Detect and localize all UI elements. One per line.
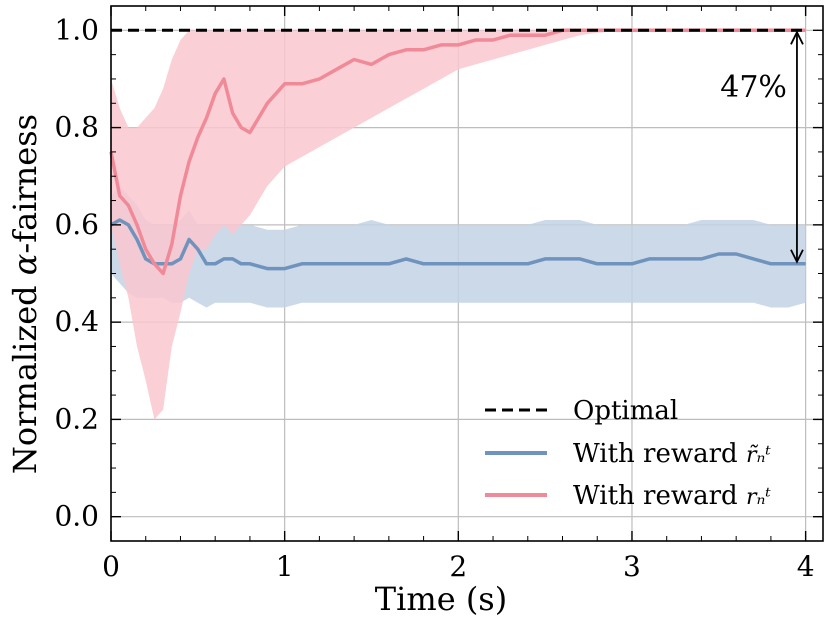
series-line-2 [109, 28, 806, 276]
y-tick-label: 0.6 [54, 208, 99, 241]
gap-annotation: 47% [720, 30, 804, 264]
x-tick-label: 2 [449, 550, 467, 583]
x-tick-label: 4 [797, 550, 815, 583]
legend-label-tilde-reward: With reward r̃ₙᵗ [573, 439, 771, 469]
confidence-band-1 [111, 186, 806, 308]
x-tick-label: 1 [276, 550, 294, 583]
legend-label-reward: With reward rₙᵗ [573, 481, 771, 511]
legend: Optimal With reward r̃ₙᵗ With reward rₙᵗ [485, 396, 771, 511]
gap-arrow-head-bottom [790, 249, 804, 264]
confidence-bands [111, 30, 806, 420]
axis-ticks: 0 1 2 3 4 0.0 0.2 0.4 0.6 0.8 1.0 [54, 6, 823, 583]
y-tick-label: 0.0 [54, 500, 99, 533]
x-tick-label: 0 [102, 550, 120, 583]
gap-percent-label: 47% [720, 70, 787, 105]
series-line-1 [110, 218, 806, 271]
y-tick-label: 0.8 [54, 111, 99, 144]
legend-label-optimal: Optimal [573, 396, 678, 426]
x-axis-label: Time (s) [375, 580, 507, 618]
series-lines [109, 28, 806, 276]
y-axis-label: Normalized α-fairness [6, 114, 44, 474]
y-tick-label: 0.2 [54, 402, 99, 435]
y-tick-label: 1.0 [54, 13, 99, 46]
x-tick-label: 3 [623, 550, 641, 583]
plot-frame [110, 5, 824, 542]
y-tick-label: 0.4 [54, 305, 99, 338]
gap-arrow-head-top [790, 30, 804, 45]
confidence-band-2 [111, 30, 806, 420]
